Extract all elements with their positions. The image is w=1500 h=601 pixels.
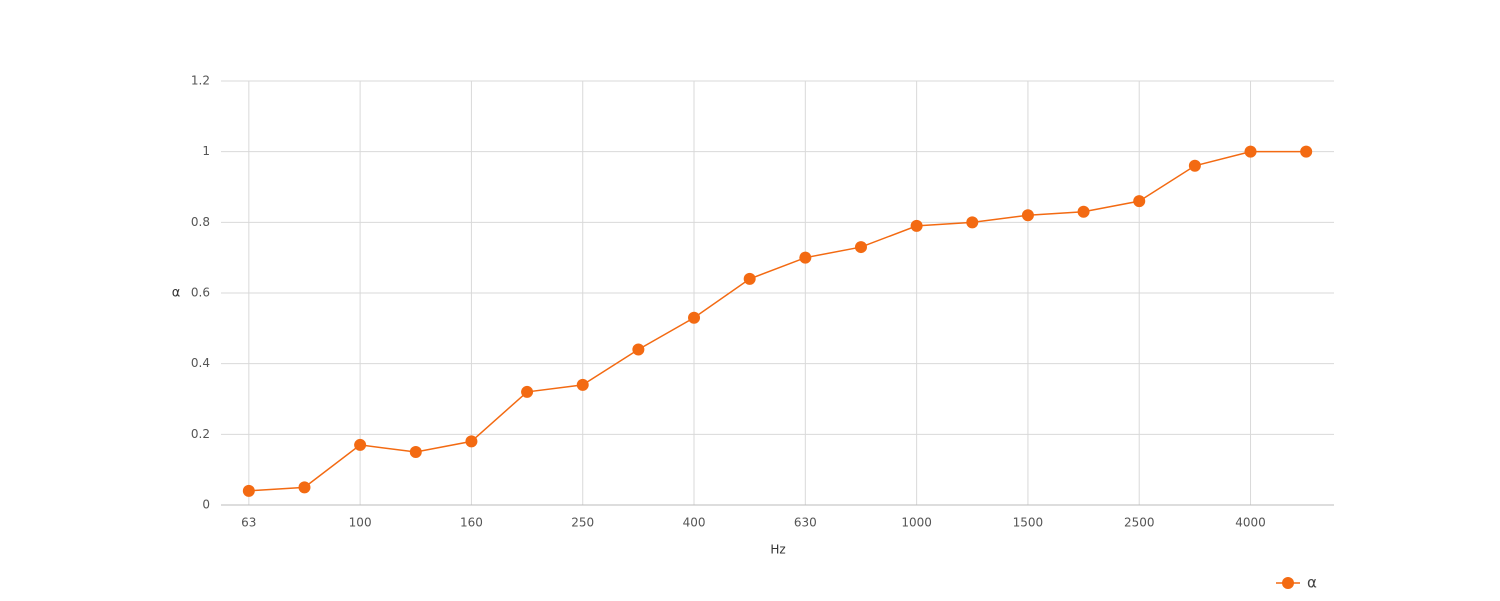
x-tick-label: 63 [241, 516, 256, 530]
point [1133, 195, 1146, 208]
x-tick-label: 4000 [1235, 516, 1266, 530]
y-tick-label: 1 [202, 144, 210, 158]
y-tick-label: 1.2 [191, 74, 210, 88]
point [966, 216, 979, 229]
x-tick-label: 160 [460, 516, 483, 530]
x-tick-label: 2500 [1124, 516, 1155, 530]
y-axis-label: α [172, 286, 181, 301]
point [465, 435, 478, 448]
point [632, 343, 645, 356]
x-axis-label: Hz [770, 543, 785, 557]
point [576, 378, 589, 391]
point [409, 446, 422, 458]
x-tick-label: 1500 [1013, 516, 1044, 530]
point [1244, 145, 1257, 158]
point [242, 484, 255, 497]
x-tick-label: 100 [349, 516, 372, 530]
point [743, 272, 756, 285]
x-tick-label: 250 [571, 516, 594, 530]
y-tick-label: 0.4 [191, 356, 210, 370]
point [1300, 145, 1313, 158]
x-tick-label: 400 [683, 516, 706, 530]
legend-label: α [1307, 574, 1317, 592]
point [910, 219, 923, 232]
point [688, 311, 701, 324]
point [1077, 205, 1090, 218]
point [1188, 159, 1201, 172]
legend-marker [1282, 577, 1294, 589]
y-tick-label: 0.8 [191, 215, 210, 229]
x-tick-label: 1000 [901, 516, 932, 530]
point [854, 241, 867, 254]
point [298, 481, 311, 494]
point [799, 251, 812, 264]
point [1021, 209, 1034, 222]
y-tick-label: 0 [202, 498, 210, 512]
point [521, 385, 534, 398]
y-tick-label: 0.6 [191, 286, 210, 300]
y-tick-label: 0.2 [191, 427, 210, 441]
point [354, 438, 367, 451]
series-line [248, 150, 1307, 492]
x-tick-label: 630 [794, 516, 817, 530]
